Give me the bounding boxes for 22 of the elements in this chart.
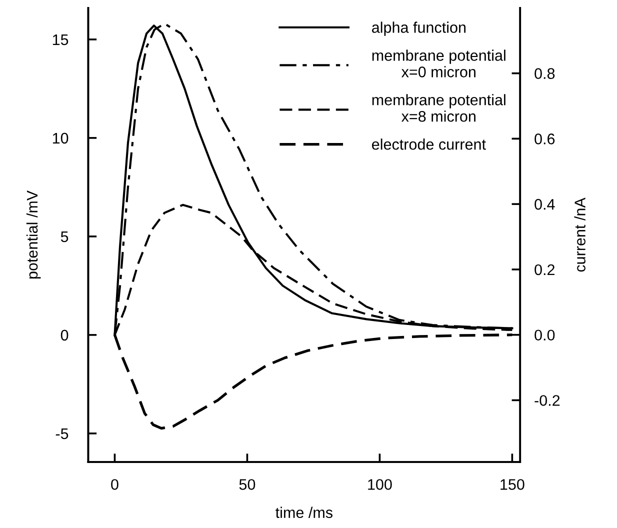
- x-tick-label: 150: [500, 479, 524, 490]
- y-tick-label: 10: [52, 132, 68, 144]
- y2-tick-label: -0.2: [534, 395, 560, 406]
- y-tick-label: 15: [52, 34, 68, 46]
- y2-tick-label: 0.4: [534, 198, 555, 210]
- x-tick-label: 100: [368, 479, 392, 490]
- y-axis-title: potential /mV: [26, 190, 41, 279]
- x-tick-label: 0: [111, 479, 118, 490]
- legend-label: membrane potential x=0 micron: [372, 50, 506, 78]
- x-tick-label: 50: [239, 479, 256, 490]
- y-tick-label: 5: [60, 231, 68, 242]
- y2-tick-label: 0.8: [534, 68, 555, 79]
- y-tick-label: 0: [60, 330, 68, 341]
- y-tick-label: -5: [56, 428, 68, 440]
- legend-label: alpha function: [372, 22, 466, 36]
- x-axis-title: time /ms: [276, 506, 332, 518]
- legend-label: membrane potential x=8 micron: [372, 94, 506, 122]
- y2-tick-label: 0.2: [534, 264, 554, 276]
- y2-axis-title: current /nA: [574, 198, 586, 272]
- y2-tick-label: 0.0: [534, 330, 555, 341]
- y2-tick-label: 0.6: [534, 134, 555, 144]
- legend-label: electrode current: [372, 138, 486, 150]
